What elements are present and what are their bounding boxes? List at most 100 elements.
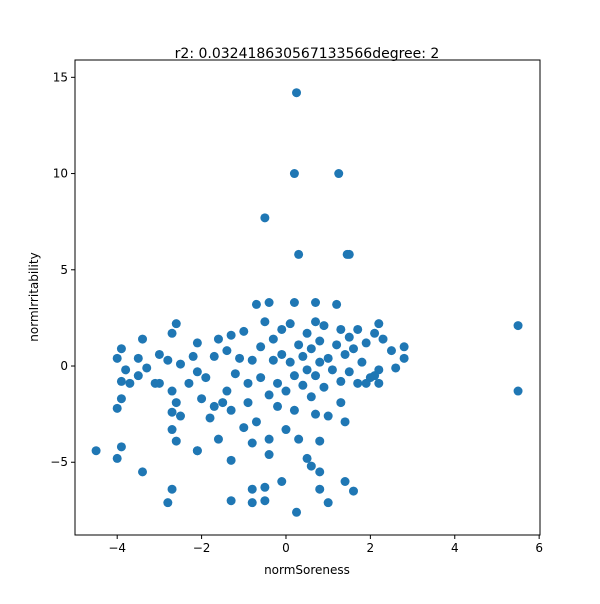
scatter-point	[171, 398, 181, 408]
scatter-point	[138, 467, 148, 477]
scatter-point	[374, 378, 384, 388]
scatter-point	[264, 298, 274, 308]
scatter-point	[260, 213, 270, 223]
scatter-point	[285, 319, 295, 329]
scatter-point	[235, 353, 245, 363]
scatter-point	[167, 407, 177, 417]
scatter-point	[167, 425, 177, 435]
scatter-point	[361, 338, 371, 348]
scatter-point	[315, 357, 325, 367]
y-axis-label: normIrritability	[27, 252, 41, 341]
x-tick-label: 0	[282, 541, 290, 555]
scatter-point	[332, 299, 342, 309]
scatter-point	[292, 88, 302, 98]
scatter-point	[209, 351, 219, 361]
scatter-point	[116, 394, 126, 404]
scatter-point	[348, 344, 358, 354]
scatter-point	[171, 436, 181, 446]
scatter-point	[268, 355, 278, 365]
scatter-point	[150, 378, 160, 388]
scatter-point	[116, 344, 126, 354]
scatter-point	[260, 317, 270, 327]
scatter-point	[311, 371, 321, 381]
scatter-point	[294, 340, 304, 350]
scatter-point	[302, 365, 312, 375]
scatter-point	[311, 409, 321, 419]
scatter-point	[319, 321, 329, 331]
scatter-point	[197, 394, 207, 404]
scatter-point	[336, 324, 346, 334]
plot-frame	[74, 59, 541, 536]
scatter-point	[239, 326, 249, 336]
scatter-point	[133, 371, 143, 381]
scatter-point	[112, 453, 122, 463]
scatter-point	[374, 319, 384, 329]
scatter-point	[256, 342, 266, 352]
scatter-point	[209, 401, 219, 411]
scatter-point	[378, 334, 388, 344]
scatter-point	[247, 438, 257, 448]
scatter-point	[167, 386, 177, 396]
scatter-point	[226, 330, 236, 340]
scatter-point	[302, 328, 312, 338]
scatter-point	[315, 336, 325, 346]
scatter-point	[391, 363, 401, 373]
scatter-point	[289, 169, 299, 179]
scatter-point	[281, 386, 291, 396]
scatter-point	[121, 365, 131, 375]
scatter-point	[188, 351, 198, 361]
scatter-point	[175, 359, 185, 369]
scatter-point	[243, 398, 253, 408]
scatter-point	[285, 357, 295, 367]
x-tick-label: −2	[193, 541, 211, 555]
scatter-point	[311, 298, 321, 308]
scatter-point	[163, 498, 173, 508]
scatter-point	[142, 363, 152, 373]
scatter-point	[116, 376, 126, 386]
scatter-point	[247, 484, 257, 494]
y-tick-label: −5	[50, 455, 68, 469]
scatter-point	[226, 405, 236, 415]
scatter-point	[273, 401, 283, 411]
chart-title: r2: 0.032418630567133566degree: 2	[175, 46, 440, 62]
scatter-point	[192, 446, 202, 456]
scatter-point	[315, 436, 325, 446]
scatter-point	[327, 365, 337, 375]
scatter-point	[133, 353, 143, 363]
scatter-point	[289, 298, 299, 308]
scatter-point	[306, 392, 316, 402]
scatter-point	[399, 353, 409, 363]
scatter-point	[361, 378, 371, 388]
scatter-point	[319, 382, 329, 392]
scatter-point	[357, 357, 367, 367]
scatter-point	[175, 411, 185, 421]
scatter-point	[243, 378, 253, 388]
scatter-point	[370, 328, 380, 338]
scatter-point	[205, 413, 215, 423]
scatter-point	[370, 371, 380, 381]
scatter-point	[289, 371, 299, 381]
scatter-point	[513, 386, 523, 396]
scatter-point	[222, 346, 232, 356]
scatter-point	[171, 319, 181, 329]
scatter-point	[218, 398, 228, 408]
scatter-point	[268, 334, 278, 344]
scatter-point	[336, 376, 346, 386]
scatter-point	[184, 378, 194, 388]
scatter-point	[230, 369, 240, 379]
scatter-point	[344, 367, 354, 377]
scatter-point	[167, 484, 177, 494]
scatter-point	[399, 342, 409, 352]
scatter-point	[91, 446, 101, 456]
y-tick-label: 10	[53, 167, 68, 181]
scatter-point	[340, 476, 350, 486]
scatter-point	[294, 249, 304, 259]
scatter-point	[294, 434, 304, 444]
scatter-point	[277, 324, 287, 334]
scatter-point	[163, 355, 173, 365]
scatter-point	[332, 340, 342, 350]
scatter-point	[298, 380, 308, 390]
scatter-point	[264, 434, 274, 444]
scatter-point	[277, 349, 287, 359]
